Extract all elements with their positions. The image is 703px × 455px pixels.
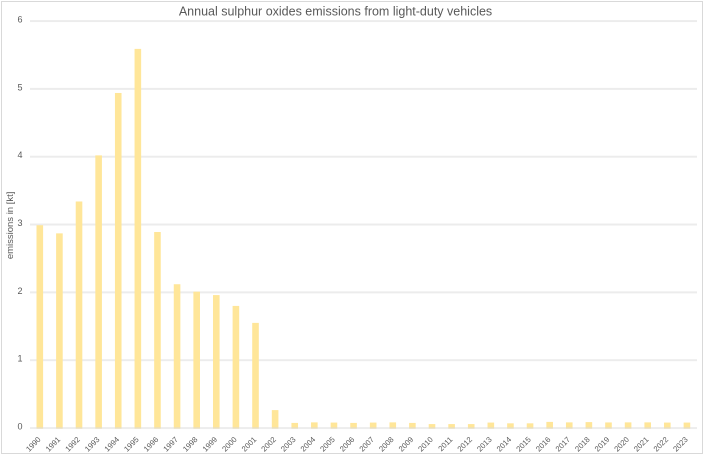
svg-text:2013: 2013	[475, 435, 493, 453]
svg-text:1993: 1993	[83, 435, 101, 453]
svg-text:2: 2	[17, 286, 22, 296]
svg-text:0: 0	[17, 422, 22, 432]
svg-text:1996: 1996	[142, 435, 160, 453]
svg-text:Annual sulphur oxides emission: Annual sulphur oxides emissions from lig…	[179, 5, 492, 19]
svg-text:2017: 2017	[554, 435, 572, 453]
svg-text:1992: 1992	[63, 435, 81, 453]
svg-text:2020: 2020	[612, 435, 630, 453]
svg-text:1998: 1998	[181, 435, 199, 453]
svg-text:5: 5	[17, 82, 22, 92]
svg-text:2018: 2018	[573, 435, 591, 453]
svg-text:2008: 2008	[377, 435, 395, 453]
svg-text:3: 3	[17, 218, 22, 228]
svg-text:emissions in [kt]: emissions in [kt]	[5, 192, 16, 260]
svg-text:1995: 1995	[122, 435, 140, 453]
svg-text:2007: 2007	[358, 435, 376, 453]
svg-text:2021: 2021	[632, 435, 650, 453]
svg-text:1999: 1999	[201, 435, 219, 453]
svg-text:2010: 2010	[416, 435, 434, 453]
svg-text:2002: 2002	[259, 435, 277, 453]
svg-text:4: 4	[17, 150, 22, 160]
svg-text:2003: 2003	[279, 435, 297, 453]
svg-text:1997: 1997	[161, 435, 179, 453]
svg-text:6: 6	[17, 15, 22, 25]
svg-text:1994: 1994	[103, 435, 122, 454]
svg-text:2005: 2005	[318, 435, 336, 453]
svg-text:2004: 2004	[299, 435, 318, 454]
svg-text:2022: 2022	[652, 435, 670, 453]
svg-text:2001: 2001	[240, 435, 258, 453]
svg-text:1: 1	[17, 354, 22, 364]
svg-text:2011: 2011	[436, 435, 454, 453]
svg-text:1990: 1990	[24, 435, 42, 453]
svg-text:2006: 2006	[338, 435, 356, 453]
svg-text:2009: 2009	[397, 435, 415, 453]
svg-text:2000: 2000	[220, 435, 238, 453]
svg-text:1991: 1991	[44, 435, 62, 453]
svg-text:2023: 2023	[671, 435, 689, 453]
svg-text:2016: 2016	[534, 435, 552, 453]
svg-text:2014: 2014	[495, 435, 514, 454]
svg-text:2012: 2012	[456, 435, 474, 453]
svg-text:2019: 2019	[593, 435, 611, 453]
svg-text:2015: 2015	[514, 435, 532, 453]
